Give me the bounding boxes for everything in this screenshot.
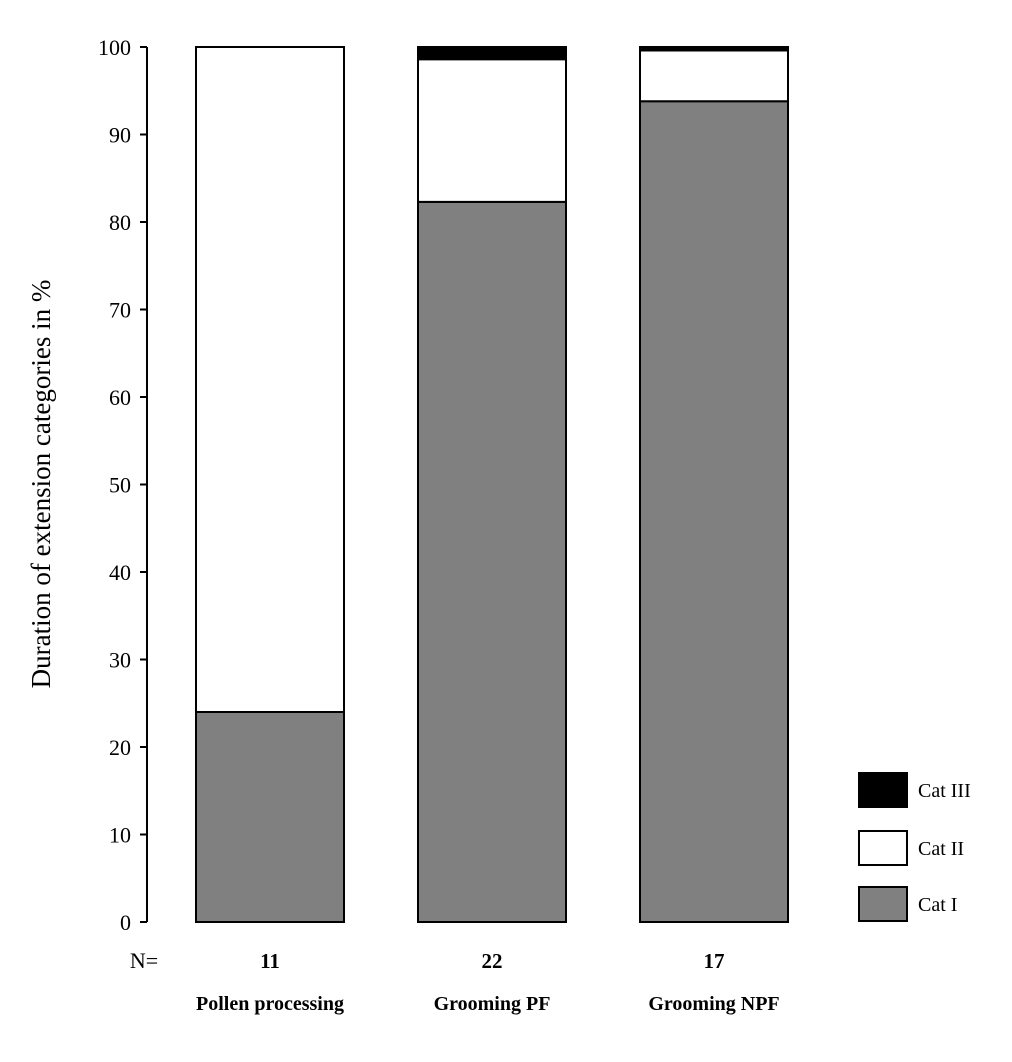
legend-swatch	[858, 772, 908, 808]
bar-segment-cat-i	[639, 100, 789, 923]
legend: Cat III Cat II Cat I	[858, 772, 971, 922]
legend-item-cat-i: Cat I	[858, 886, 957, 922]
legend-swatch	[858, 886, 908, 922]
bar-grooming-pf	[417, 46, 567, 923]
y-tick-label: 50	[109, 473, 131, 498]
y-tick-label: 70	[109, 298, 131, 323]
y-tick-label: 40	[109, 560, 131, 585]
y-tick-label: 0	[120, 910, 131, 935]
category-label: Pollen processing	[196, 993, 344, 1015]
bar-segment-cat-ii	[639, 49, 789, 103]
bar-pollen-processing	[195, 46, 345, 923]
bar-segment-cat-iii	[639, 46, 789, 52]
bar-segment-cat-ii	[417, 58, 567, 203]
n-value-label: 11	[260, 949, 280, 973]
y-tick-label: 80	[109, 210, 131, 235]
legend-label: Cat I	[918, 894, 957, 916]
bar-segment-cat-iii	[417, 46, 567, 61]
y-axis-label: Duration of extension categories in %	[26, 280, 56, 689]
bar-segment-cat-i	[417, 200, 567, 923]
legend-item-cat-iii: Cat III	[858, 772, 971, 808]
n-label: N=	[130, 948, 158, 973]
y-axis: 0 10 20 30 40 50 60 70 80 90 100	[98, 35, 148, 935]
n-value-label: 17	[704, 949, 725, 973]
category-label: Grooming PF	[434, 993, 551, 1015]
category-label: Grooming NPF	[648, 993, 779, 1015]
legend-label: Cat III	[918, 780, 971, 802]
bar-segment-cat-ii	[195, 46, 345, 713]
legend-swatch	[858, 830, 908, 866]
y-tick-label: 30	[109, 648, 131, 673]
bar-grooming-npf	[639, 46, 789, 923]
bar-segment-cat-i	[195, 711, 345, 923]
y-tick-label: 90	[109, 123, 131, 148]
y-tick-label: 60	[109, 385, 131, 410]
y-tick-label: 20	[109, 735, 131, 760]
y-tick-label: 100	[98, 35, 131, 60]
legend-label: Cat II	[918, 838, 964, 860]
legend-item-cat-ii: Cat II	[858, 830, 964, 866]
bars	[195, 46, 789, 923]
n-value-label: 22	[482, 949, 503, 973]
category-labels: N= 11 Pollen processing 22 Grooming PF 17 Gro…	[130, 948, 780, 1015]
y-tick-label: 10	[109, 823, 131, 848]
